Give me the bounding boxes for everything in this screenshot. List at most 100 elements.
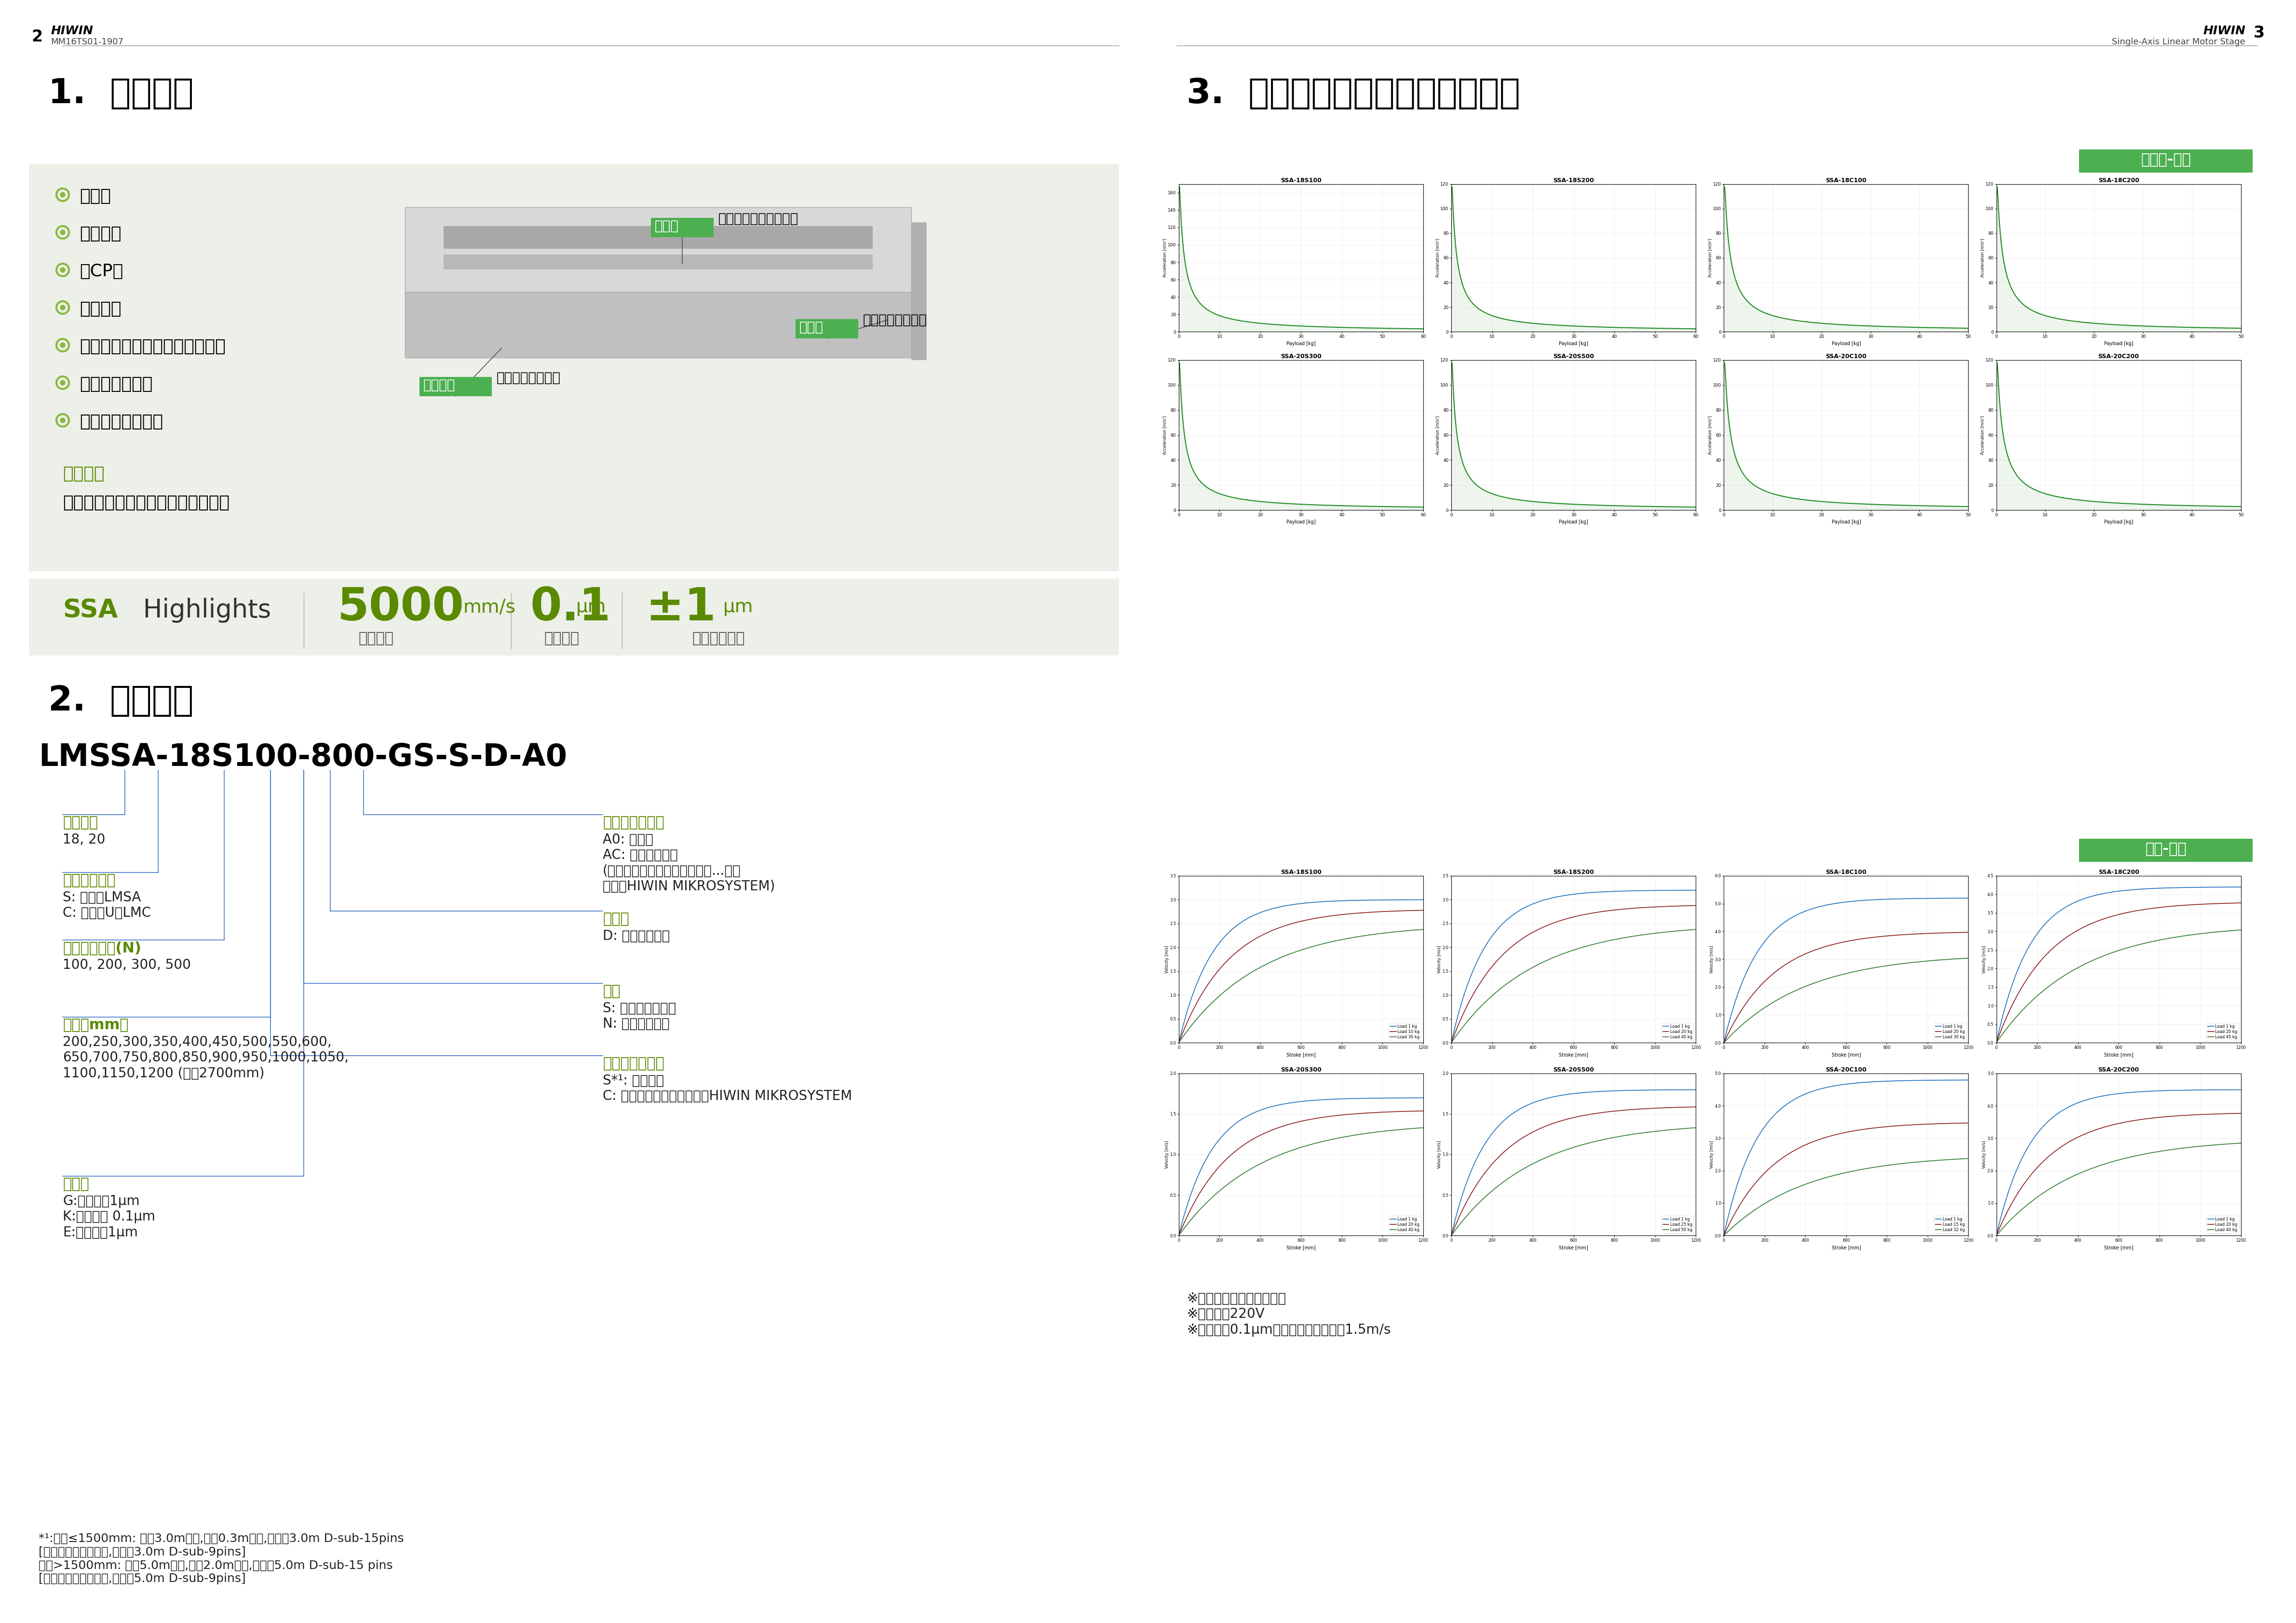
Load 1 kg xyxy=(2133,1081,2161,1100)
Load 1 kg xyxy=(1587,1081,1614,1100)
Load 32 kg xyxy=(1855,1159,1883,1178)
Load 50 kg xyxy=(1683,1118,1711,1138)
X-axis label: Stroke [mm]: Stroke [mm] xyxy=(1559,1245,1589,1250)
Load 10 kg xyxy=(1164,1032,1192,1052)
Title: SSA-20C200: SSA-20C200 xyxy=(2099,354,2140,359)
Load 15 kg xyxy=(1954,1113,1981,1133)
Load 45 kg xyxy=(2204,922,2232,941)
Load 32 kg xyxy=(1917,1151,1945,1170)
Title: SSA-18C200: SSA-18C200 xyxy=(2099,177,2140,183)
Load 40 kg xyxy=(1437,1032,1465,1052)
Text: 端盖板: 端盖板 xyxy=(799,321,824,334)
Load 50 kg xyxy=(1584,1131,1612,1151)
Load 50 kg xyxy=(1582,1131,1609,1151)
Load 32 kg xyxy=(1711,1225,1738,1245)
Circle shape xyxy=(60,380,64,385)
Text: HIWIN: HIWIN xyxy=(51,24,94,37)
Load 20 kg xyxy=(2204,894,2232,914)
Load 50 kg xyxy=(1587,1130,1614,1149)
Load 20 kg xyxy=(1316,1107,1343,1126)
Text: 加速度-负载: 加速度-负载 xyxy=(2140,153,2190,167)
Load 20 kg xyxy=(1711,1032,1738,1052)
Load 20 kg xyxy=(2133,899,2161,919)
Load 30 kg xyxy=(1855,959,1883,979)
Load 30 kg xyxy=(1316,933,1343,953)
Load 20 kg xyxy=(2227,1104,2255,1123)
Load 1 kg xyxy=(1660,881,1688,901)
Load 1 kg xyxy=(2133,880,2161,899)
Y-axis label: Acceleration [m/s²]: Acceleration [m/s²] xyxy=(1981,239,1984,278)
Load 1 kg xyxy=(1954,888,1981,907)
Text: 2.  编码模式: 2. 编码模式 xyxy=(48,685,193,717)
Load 25 kg xyxy=(1437,1225,1465,1245)
Load 20 kg xyxy=(2204,1104,2232,1123)
X-axis label: Payload [kg]: Payload [kg] xyxy=(1286,341,1316,346)
X-axis label: Payload [kg]: Payload [kg] xyxy=(1559,519,1589,524)
Line: Load 1 kg: Load 1 kg xyxy=(1178,899,1424,1042)
Load 20 kg xyxy=(1311,1107,1339,1126)
Line: Load 1 kg: Load 1 kg xyxy=(1451,889,1697,1042)
Y-axis label: Acceleration [m/s²]: Acceleration [m/s²] xyxy=(1162,415,1166,454)
Load 1 kg xyxy=(1683,880,1711,899)
Title: SSA-18S100: SSA-18S100 xyxy=(1281,177,1322,183)
Load 1 kg xyxy=(1309,893,1336,912)
Load 1 kg xyxy=(2188,1081,2216,1100)
Load 1 kg xyxy=(1371,889,1398,909)
Load 32 kg xyxy=(1931,1151,1958,1170)
Bar xyxy=(404,292,912,357)
Load 1 kg xyxy=(1855,891,1883,911)
Load 32 kg xyxy=(1954,1149,1981,1169)
Text: 行程（mm）: 行程（mm） xyxy=(62,1018,129,1032)
Circle shape xyxy=(60,417,64,422)
Load 40 kg xyxy=(1984,1225,2011,1245)
Text: 0.1: 0.1 xyxy=(530,586,611,630)
Load 10 kg xyxy=(1166,1031,1194,1050)
Text: 接线长度与接头: 接线长度与接头 xyxy=(602,1057,664,1071)
Load 45 kg xyxy=(2188,923,2216,943)
Load 40 kg xyxy=(2227,1133,2255,1152)
Bar xyxy=(443,226,872,248)
Y-axis label: Acceleration [m/s²]: Acceleration [m/s²] xyxy=(1708,415,1713,454)
Load 1 kg xyxy=(2227,1079,2255,1099)
Load 15 kg xyxy=(1855,1118,1883,1138)
Load 20 kg xyxy=(1437,1031,1465,1050)
Line: Load 20 kg: Load 20 kg xyxy=(1998,1113,2241,1235)
Y-axis label: Acceleration [m/s²]: Acceleration [m/s²] xyxy=(1981,415,1984,454)
Load 40 kg xyxy=(1410,1118,1437,1138)
Text: 可以支援长行程: 可以支援长行程 xyxy=(80,377,152,393)
Text: 含驱动器: 含驱动器 xyxy=(80,300,122,316)
Text: 高CP值: 高CP值 xyxy=(80,263,124,279)
Load 30 kg xyxy=(1711,1032,1738,1052)
Load 15 kg xyxy=(1917,1115,1945,1134)
Y-axis label: Acceleration [m/s²]: Acceleration [m/s²] xyxy=(1435,415,1440,454)
Line: Load 1 kg: Load 1 kg xyxy=(1451,1089,1697,1235)
Load 20 kg xyxy=(1917,923,1945,943)
Load 45 kg xyxy=(2133,933,2161,953)
Title: SSA-18C200: SSA-18C200 xyxy=(2099,868,2140,875)
Text: 短交期: 短交期 xyxy=(80,188,110,204)
Text: 保护机台内部、高安全: 保护机台内部、高安全 xyxy=(719,213,799,226)
Text: 200,250,300,350,400,450,500,550,600,
650,700,750,800,850,900,950,1000,1050,
1100: 200,250,300,350,400,450,500,550,600, 650… xyxy=(62,1035,349,1081)
Text: S*¹: 标准规格
C: 其他长度与接头，请连系HIWIN MIKROSYSTEM: S*¹: 标准规格 C: 其他长度与接头，请连系HIWIN MIKROSYSTE… xyxy=(602,1074,852,1104)
Title: SSA-20C200: SSA-20C200 xyxy=(2099,1066,2140,1073)
Load 1 kg xyxy=(1316,1089,1343,1109)
Load 1 kg xyxy=(1660,1079,1688,1099)
Load 30 kg xyxy=(1711,1032,1738,1052)
Load 25 kg xyxy=(1683,1097,1711,1117)
Load 45 kg xyxy=(2128,935,2156,954)
Load 1 kg xyxy=(1984,1032,2011,1052)
Y-axis label: Velocity [m/s]: Velocity [m/s] xyxy=(1711,1141,1715,1169)
Line: Load 32 kg: Load 32 kg xyxy=(1724,1159,1968,1235)
Line: Load 50 kg: Load 50 kg xyxy=(1451,1128,1697,1235)
Load 50 kg xyxy=(1660,1120,1688,1139)
Load 20 kg xyxy=(1954,922,1981,941)
Load 30 kg xyxy=(1954,948,1981,967)
Load 20 kg xyxy=(1164,1225,1192,1245)
Load 40 kg xyxy=(1164,1225,1192,1245)
Line: Load 30 kg: Load 30 kg xyxy=(1724,958,1968,1042)
X-axis label: Payload [kg]: Payload [kg] xyxy=(1832,519,1860,524)
Title: SSA-20C100: SSA-20C100 xyxy=(1825,1066,1867,1073)
Title: SSA-20S500: SSA-20S500 xyxy=(1552,1066,1593,1073)
Circle shape xyxy=(60,342,64,347)
Y-axis label: Velocity [m/s]: Velocity [m/s] xyxy=(1164,1141,1169,1169)
